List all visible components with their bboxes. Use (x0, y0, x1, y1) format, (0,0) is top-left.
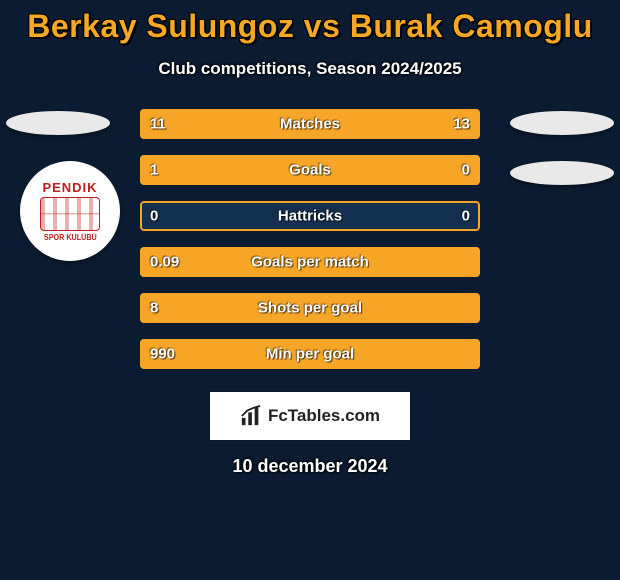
stat-label: Min per goal (266, 346, 354, 363)
date-text: 10 december 2024 (0, 456, 620, 477)
brand-icon (240, 405, 262, 427)
page-title: Berkay Sulungoz vs Burak Camoglu (0, 0, 620, 45)
club-badge-bottom-text: SPOR KULÜBÜ (44, 233, 97, 242)
stat-bars: 11 13 Matches 1 0 Goals 0 0 Hattricks 0.09 Goals p… (140, 109, 480, 385)
stat-row: 8 Shots per goal (140, 293, 480, 323)
stat-label: Goals per match (251, 254, 369, 271)
stat-label: Goals (289, 162, 331, 179)
brand-text: FcTables.com (268, 406, 380, 426)
stat-row: 0 0 Hattricks (140, 201, 480, 231)
club-badge-emblem (40, 197, 100, 231)
player-left-ellipse-1 (6, 111, 110, 135)
stat-row: 11 13 Matches (140, 109, 480, 139)
stat-value-right: 0 (462, 208, 470, 225)
stat-label: Hattricks (278, 208, 342, 225)
stat-row: 1 0 Goals (140, 155, 480, 185)
stat-value-left: 0.09 (150, 254, 179, 271)
club-badge-top-text: PENDIK (42, 180, 97, 195)
stat-value-left: 1 (150, 162, 158, 179)
stat-value-left: 0 (150, 208, 158, 225)
player-right-ellipse-1 (510, 111, 614, 135)
stat-value-left: 8 (150, 300, 158, 317)
stat-row: 990 Min per goal (140, 339, 480, 369)
player-right-ellipse-2 (510, 161, 614, 185)
stat-row: 0.09 Goals per match (140, 247, 480, 277)
stat-label: Matches (280, 116, 340, 133)
stat-fill-left (140, 155, 398, 185)
stat-value-right: 0 (462, 162, 470, 179)
stat-label: Shots per goal (258, 300, 362, 317)
page-subtitle: Club competitions, Season 2024/2025 (0, 59, 620, 79)
stat-value-left: 11 (150, 116, 166, 133)
stat-value-right: 13 (453, 116, 470, 133)
club-badge: PENDIK SPOR KULÜBÜ (20, 161, 120, 261)
brand-box: FcTables.com (210, 392, 410, 440)
stat-value-left: 990 (150, 346, 175, 363)
